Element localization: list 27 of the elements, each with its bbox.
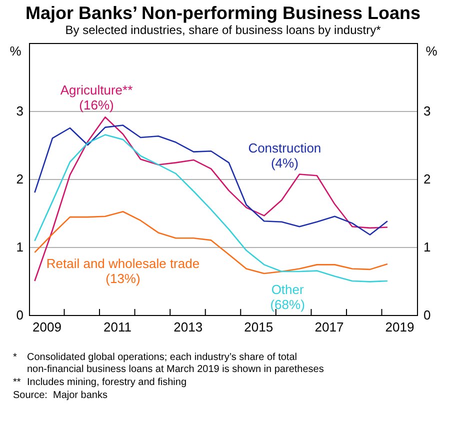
x-tick-label: 2013 (174, 320, 203, 334)
series-label: Agriculture** (16%) (60, 82, 133, 113)
y-tick-label: 0 (16, 308, 24, 322)
x-tick-label: 2011 (104, 320, 132, 334)
y2-tick-label: 3 (424, 104, 431, 118)
x-tick-label: 2019 (385, 320, 414, 334)
source-note: Source: Major banks (13, 390, 108, 401)
line-series (34, 210, 388, 274)
y-tick-label: 1 (16, 240, 24, 254)
y-tick-label: 2 (16, 172, 24, 186)
series-label: Construction (4%) (248, 140, 322, 170)
chart-subtitle: By selected industries, share of business loans by industry* (65, 22, 382, 37)
y2-tick-label: 2 (424, 172, 431, 186)
y-tick-label: 3 (16, 104, 24, 118)
chart-title: Major Banks’ Non-performing Business Loans (25, 2, 421, 23)
y2-tick-label: 0 (424, 308, 431, 322)
series-label: Other (68%) (270, 282, 305, 312)
text: ** Includes mining, forestry and fishing (13, 377, 187, 388)
line-series (34, 124, 388, 236)
y2-axis-title: % (426, 44, 438, 58)
y-axis-title: % (10, 44, 22, 58)
x-tick-label: 2009 (32, 320, 62, 334)
x-tick-label: 2015 (244, 320, 274, 334)
y2-tick-label: 1 (424, 240, 431, 254)
text: * Consolidated global operations; each industry’s share of total non-financial business loans at March 2019 is shown in paretheses (13, 352, 324, 375)
series-label: Retail and wholesale trade (13%) (46, 256, 200, 286)
x-tick-label: 2017 (314, 320, 344, 334)
